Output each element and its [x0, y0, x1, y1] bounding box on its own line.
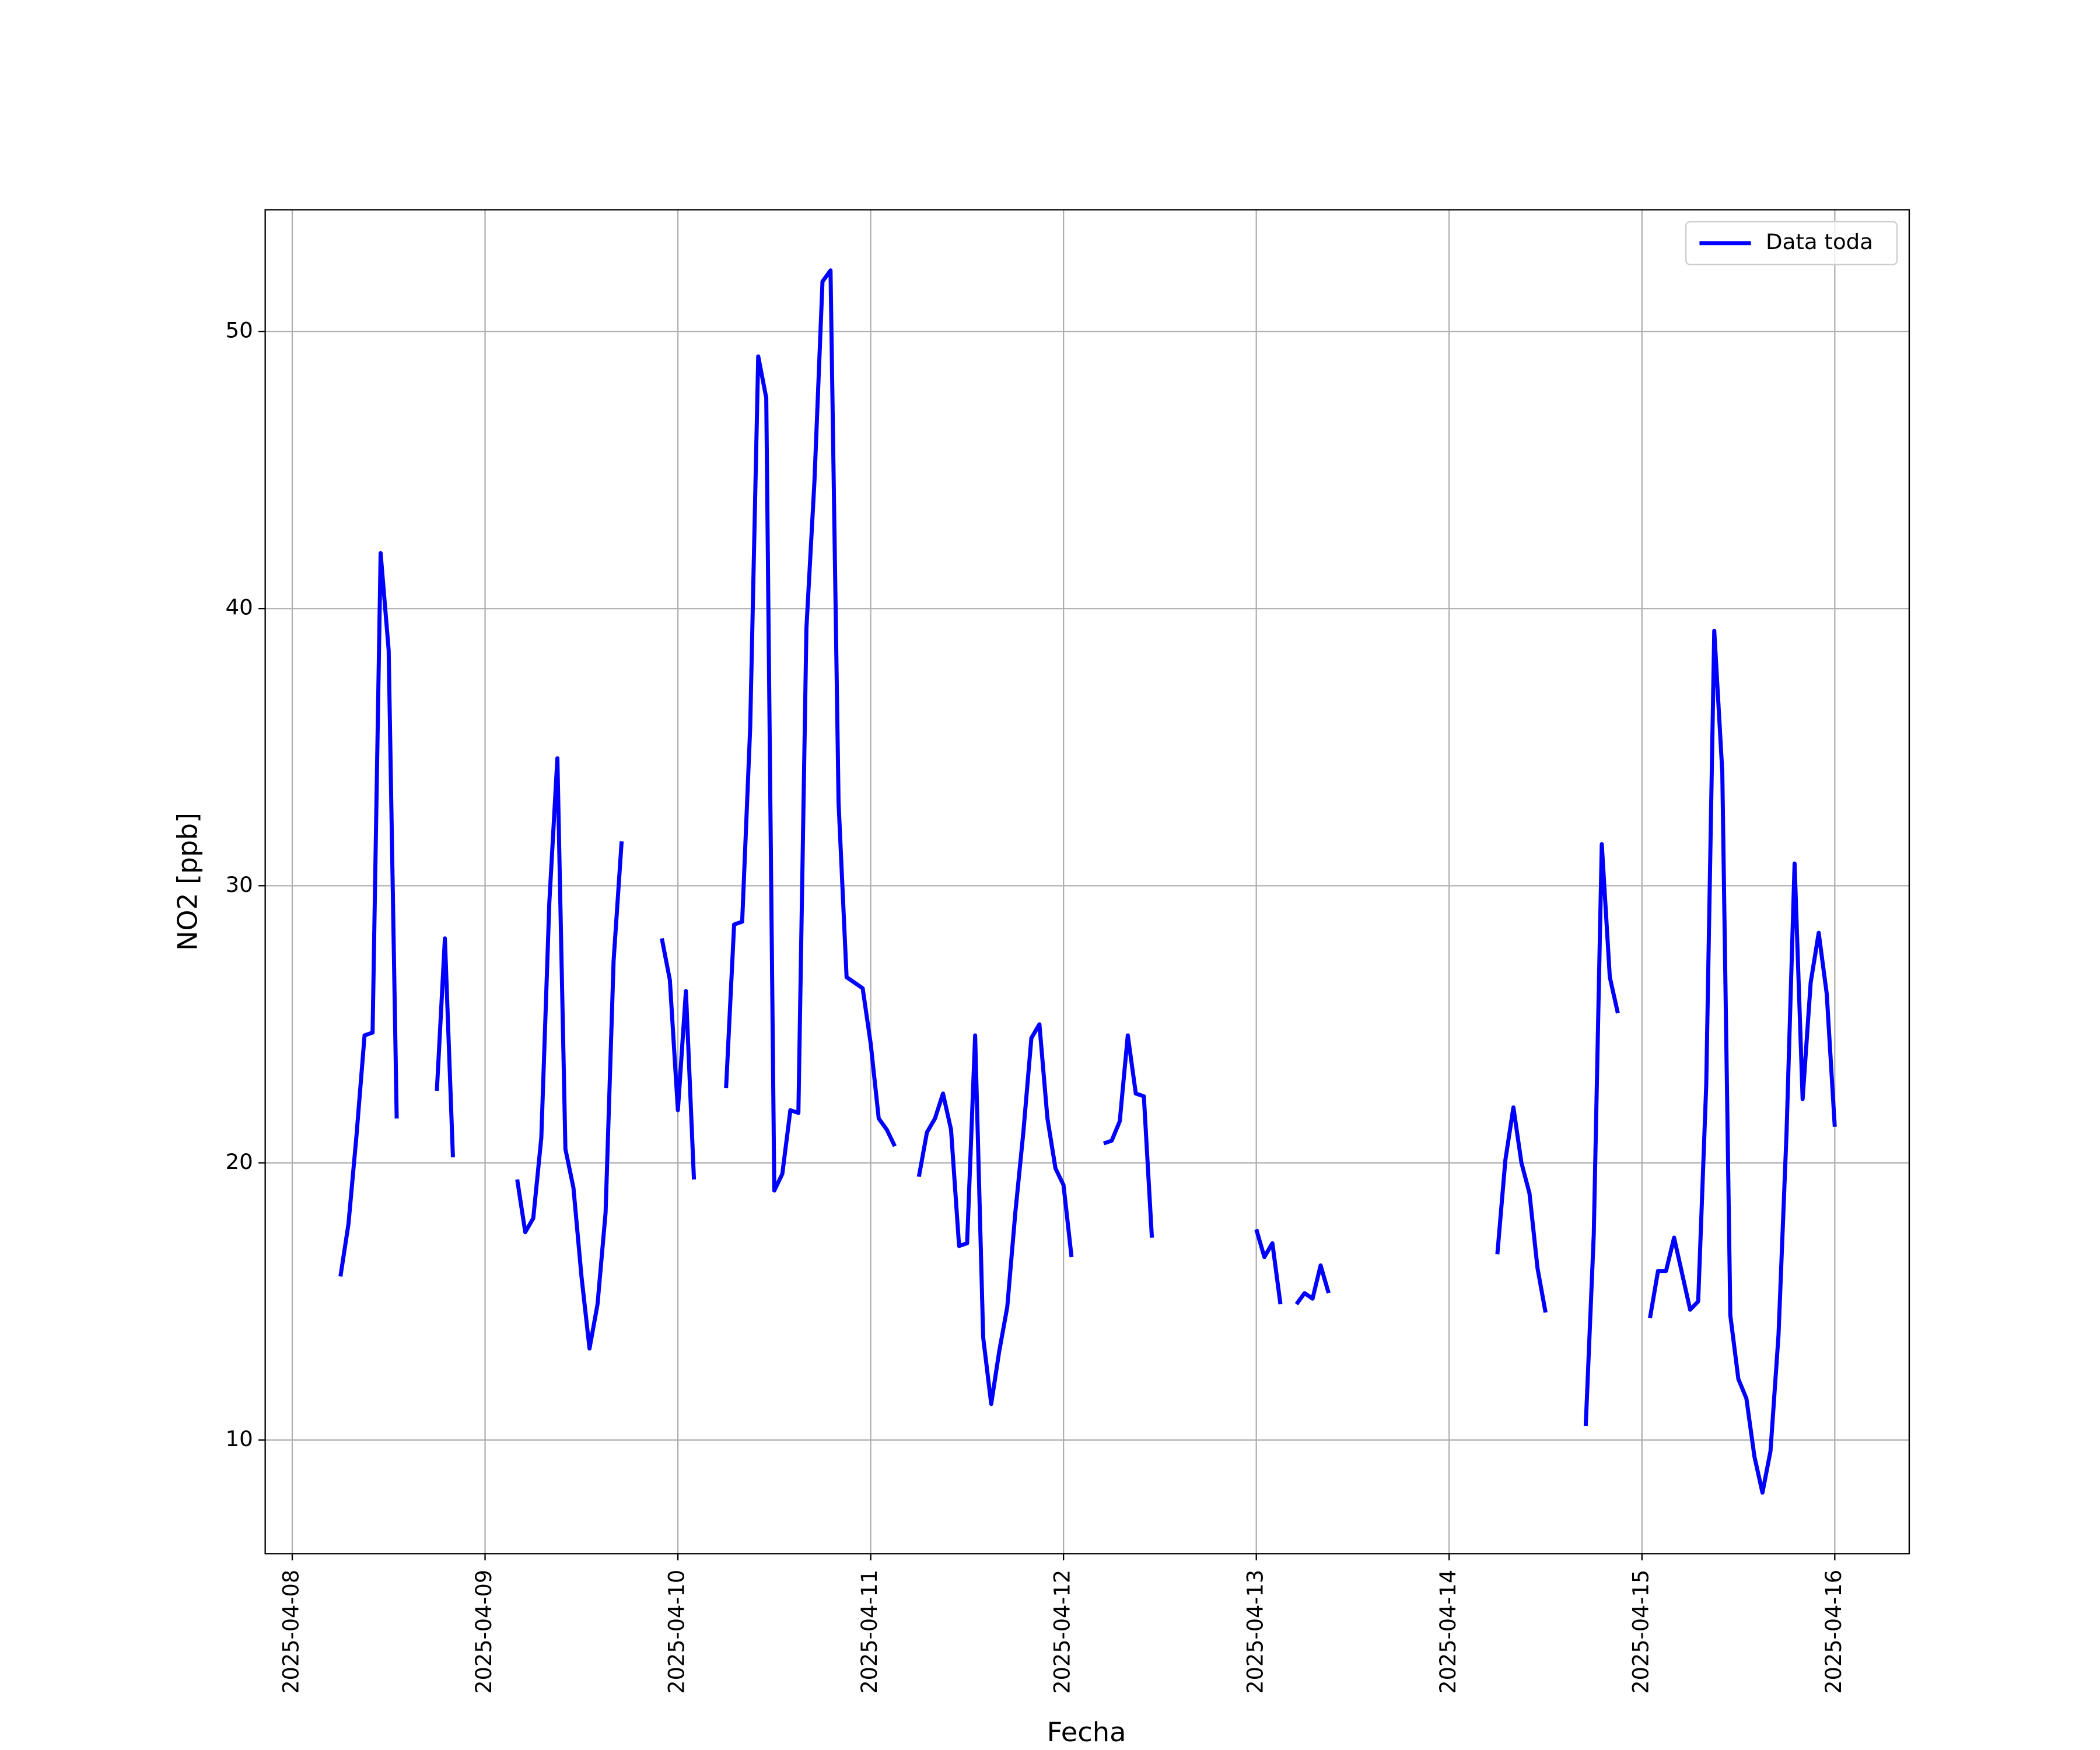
y-tick-label: 30 — [226, 872, 253, 897]
axes-frame — [264, 209, 1910, 1555]
x-tick-label: 2025-04-12 — [1050, 1570, 1075, 1694]
legend: Data toda — [1685, 221, 1898, 265]
x-axis-label: Fecha — [1047, 1716, 1126, 1748]
grid — [265, 209, 1909, 1554]
y-axis-label: NO2 [ppb] — [172, 813, 203, 951]
ticks: 10 20 30 40 50 2025-04-08 2025-04-09 2025-04-10… — [226, 318, 1846, 1694]
y-tick-label: 20 — [226, 1149, 253, 1174]
legend-box — [1685, 221, 1898, 265]
x-tick-label: 2025-04-08 — [278, 1570, 303, 1694]
x-tick-label: 2025-04-15 — [1628, 1570, 1653, 1694]
y-tick-label: 40 — [226, 595, 253, 620]
x-tick-label: 2025-04-14 — [1436, 1570, 1461, 1694]
legend-label: Data toda — [1766, 229, 1873, 254]
x-tick-label: 2025-04-11 — [857, 1570, 882, 1694]
x-tick-label: 2025-04-10 — [664, 1570, 689, 1694]
data-line — [338, 268, 1837, 1495]
y-tick-label: 10 — [226, 1426, 253, 1451]
plot-lines — [338, 268, 1837, 1495]
x-tick-label: 2025-04-13 — [1242, 1570, 1268, 1694]
y-tick-label: 50 — [226, 318, 253, 343]
x-tick-label: 2025-04-09 — [471, 1570, 496, 1694]
x-tick-label: 2025-04-16 — [1821, 1570, 1846, 1694]
